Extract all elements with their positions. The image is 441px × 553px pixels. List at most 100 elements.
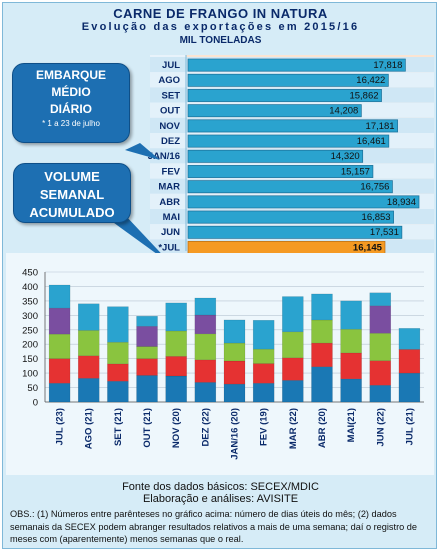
- daily-value-label: 16,145: [353, 242, 383, 253]
- weekly-y-tick: 250: [22, 325, 38, 336]
- footer-notes: OBS.: (1) Números entre parênteses no gr…: [10, 509, 418, 544]
- daily-bar: [187, 58, 406, 72]
- weekly-bar-segment: [165, 356, 187, 377]
- daily-bar: [187, 73, 389, 87]
- daily-category-label: AGO: [158, 75, 180, 86]
- weekly-x-tick: JAN/16 (20): [230, 408, 241, 460]
- weekly-bar-segment: [48, 284, 71, 309]
- weekly-bar-segment: [77, 303, 100, 331]
- daily-bar: [187, 119, 398, 133]
- daily-value-label: 16,461: [357, 136, 386, 147]
- weekly-bar-segment: [369, 292, 392, 307]
- daily-callout-line1: EMBARQUE: [35, 68, 106, 82]
- weekly-bar-segment: [194, 382, 217, 403]
- weekly-x-tick: MAI(21): [346, 408, 357, 442]
- weekly-bar-segment: [107, 306, 129, 343]
- daily-shipment-callout: EMBARQUE MÉDIO DIÁRIO * 1 a 23 de julho: [12, 63, 130, 143]
- weekly-bar-segment: [77, 330, 100, 357]
- weekly-x-tick: JUL (21): [404, 408, 415, 445]
- weekly-chart-panel: [6, 253, 434, 475]
- weekly-bar-segment: [136, 326, 158, 347]
- weekly-y-tick: 150: [22, 354, 38, 365]
- weekly-bar-segment: [311, 342, 333, 368]
- daily-category-label: OUT: [160, 106, 180, 117]
- weekly-bar-segment: [194, 314, 217, 335]
- weekly-callout-line2: SEMANAL: [39, 187, 105, 202]
- weekly-bar-segment: [165, 375, 187, 403]
- weekly-bar-segment: [369, 360, 392, 386]
- weekly-x-tick: ABR (20): [317, 408, 328, 448]
- weekly-bar-segment: [48, 333, 71, 359]
- weekly-bar-segment: [136, 375, 158, 403]
- weekly-bar-segment: [194, 297, 217, 316]
- weekly-bar-segment: [136, 315, 158, 327]
- weekly-bar-segment: [107, 363, 129, 382]
- weekly-callout-pointer: [110, 215, 172, 265]
- weekly-callout-line3: ACUMULADO: [29, 205, 115, 220]
- weekly-bar-segment: [107, 380, 129, 403]
- chart-unit: MIL TONELADAS: [179, 35, 262, 46]
- weekly-volume-callout: VOLUME SEMANAL ACUMULADO: [13, 163, 131, 223]
- weekly-bar-segment: [369, 384, 392, 403]
- daily-category-label: MAR: [158, 182, 180, 193]
- daily-value-label: 16,422: [356, 75, 385, 86]
- weekly-callout-line1: VOLUME: [44, 169, 100, 184]
- weekly-x-tick: JUL (23): [55, 408, 66, 445]
- weekly-bar-segment: [340, 352, 362, 380]
- daily-category-label: FEV: [162, 166, 181, 177]
- weekly-bar-segment: [252, 319, 275, 350]
- daily-value-label: 15,157: [341, 166, 370, 177]
- daily-value-label: 15,862: [349, 90, 378, 101]
- daily-bar: [187, 104, 362, 118]
- weekly-bar-segment: [194, 333, 217, 361]
- footer-analysis: Elaboração e análises: AVISITE: [142, 493, 299, 505]
- daily-value-label: 16,853: [362, 212, 391, 223]
- chart-subtitle: Evolução das exportações em 2015/16: [81, 21, 360, 33]
- daily-value-label: 18,934: [387, 197, 416, 208]
- daily-value-label: 14,208: [329, 106, 358, 117]
- weekly-bar-segment: [136, 358, 158, 376]
- weekly-bar-segment: [282, 331, 304, 359]
- daily-value-label: 17,818: [373, 60, 402, 71]
- chart-title: CARNE DE FRANGO IN NATURA: [113, 6, 328, 21]
- weekly-bar-segment: [165, 302, 187, 332]
- daily-callout-line2: MÉDIO: [51, 85, 91, 99]
- daily-category-label: JAN/16: [148, 151, 180, 162]
- daily-bar: [187, 134, 390, 148]
- daily-category-label: JUL: [162, 60, 180, 71]
- daily-bar: [187, 210, 394, 224]
- weekly-x-tick: MAR (22): [288, 408, 299, 449]
- daily-category-label: JUN: [161, 227, 180, 238]
- weekly-y-tick: 0: [33, 398, 38, 409]
- daily-bar: [187, 195, 420, 209]
- weekly-bar-segment: [165, 330, 187, 357]
- weekly-y-tick: 400: [22, 282, 38, 293]
- daily-value-label: 14,320: [331, 151, 360, 162]
- weekly-bar-segment: [136, 346, 158, 359]
- weekly-y-tick: 100: [22, 369, 38, 380]
- weekly-bar-segment: [223, 342, 246, 362]
- weekly-x-tick: FEV (19): [259, 408, 270, 446]
- weekly-y-tick: 200: [22, 340, 38, 351]
- weekly-bar-segment: [252, 382, 275, 403]
- weekly-bar-segment: [369, 332, 392, 361]
- daily-callout-line3: DIÁRIO: [50, 102, 92, 116]
- weekly-y-tick: 300: [22, 311, 38, 322]
- weekly-x-tick: OUT (21): [142, 408, 153, 448]
- weekly-y-tick: 450: [22, 268, 38, 279]
- weekly-y-tick: 50: [27, 383, 38, 394]
- weekly-bar-segment: [311, 319, 333, 344]
- weekly-bar-segment: [369, 305, 392, 334]
- daily-bar: [187, 225, 403, 239]
- weekly-bar-segment: [282, 296, 304, 333]
- weekly-x-tick: JUN (22): [375, 408, 386, 447]
- weekly-bar-segment: [252, 348, 275, 364]
- daily-category-label: SET: [162, 90, 181, 101]
- weekly-bar-segment: [223, 360, 246, 385]
- daily-category-label: DEZ: [161, 136, 180, 147]
- daily-callout-note: * 1 a 23 de julho: [42, 119, 100, 128]
- daily-callout-pointer: [125, 143, 160, 160]
- daily-value-label: 17,531: [370, 227, 399, 238]
- daily-bar: [187, 165, 374, 178]
